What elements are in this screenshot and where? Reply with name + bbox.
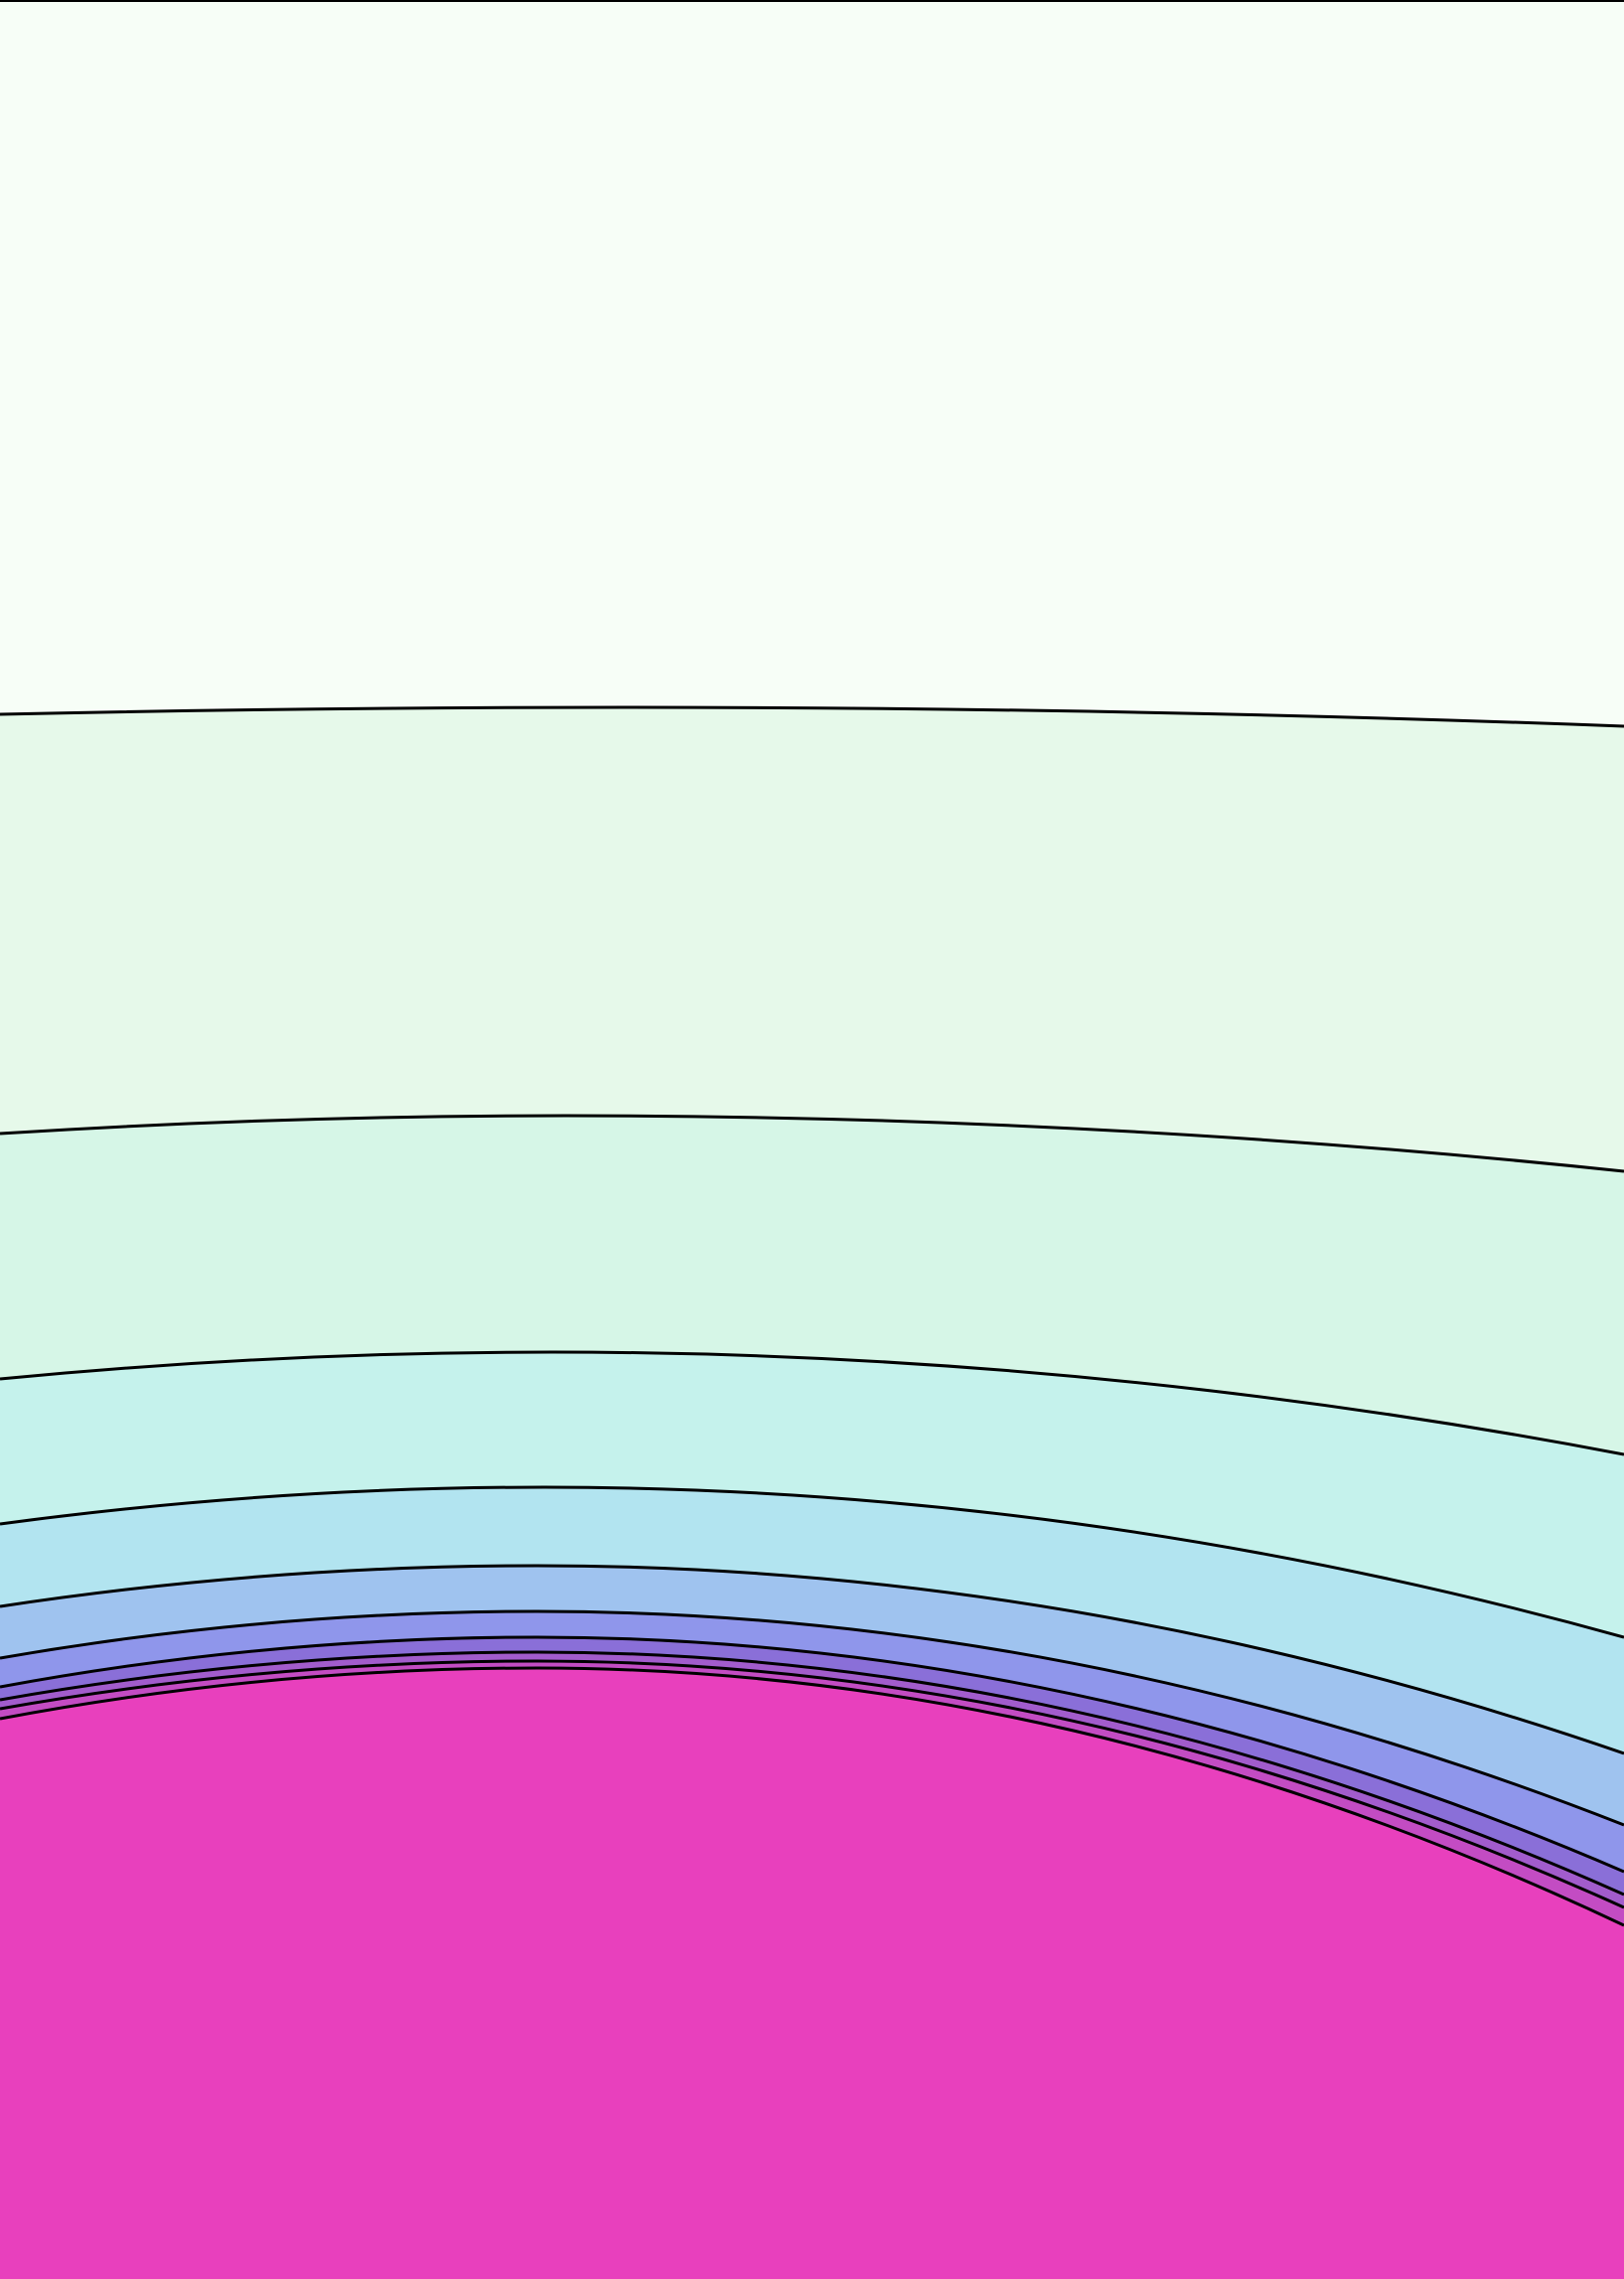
contour-line (0, 1564, 1624, 1755)
contour-line (0, 1650, 1624, 1897)
contour-band (0, 1668, 1624, 2279)
contour-line (0, 705, 1624, 728)
contour-line (0, 1659, 1624, 1909)
contour-line (0, 1609, 1624, 1827)
contour-line (0, 1666, 1624, 1927)
contour-line (0, 1635, 1624, 1874)
contour-line (0, 1485, 1624, 1639)
contour-line (0, 1350, 1624, 1456)
contour-line (0, 1114, 1624, 1173)
